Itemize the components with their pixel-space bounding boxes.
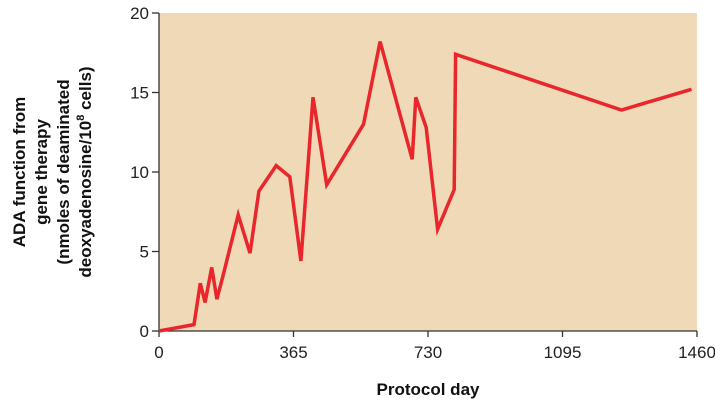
y-tick-label: 20: [130, 4, 149, 23]
plot-area: [159, 13, 697, 331]
y-axis-title-suffix: cells): [76, 66, 95, 114]
x-tick-label: 365: [279, 343, 307, 362]
y-axis-title-line: deoxyadenosine/10: [76, 121, 95, 278]
y-tick-label: 5: [140, 243, 149, 262]
y-tick-label: 15: [130, 84, 149, 103]
y-axis-title: ADA function from gene therapy (nmoles of …: [10, 66, 95, 277]
y-tick-label: 10: [130, 163, 149, 182]
y-tick-label: 0: [140, 322, 149, 341]
ticks: 0 365 730 1095 1460 0 5 10 15 20: [130, 4, 715, 362]
x-tick-label: 0: [154, 343, 163, 362]
x-tick-label: 730: [414, 343, 442, 362]
y-axis-title-line: gene therapy: [32, 119, 51, 225]
x-tick-label: 1460: [678, 343, 715, 362]
x-axis-title: Protocol day: [377, 380, 481, 399]
y-axis-title-line: ADA function from: [10, 97, 29, 247]
x-tick-label: 1095: [544, 343, 582, 362]
y-axis-title-superscript: 8: [75, 115, 87, 121]
data-series-line: [158, 41, 692, 333]
y-axis-title-line: (nmoles of deaminated: [54, 79, 73, 264]
